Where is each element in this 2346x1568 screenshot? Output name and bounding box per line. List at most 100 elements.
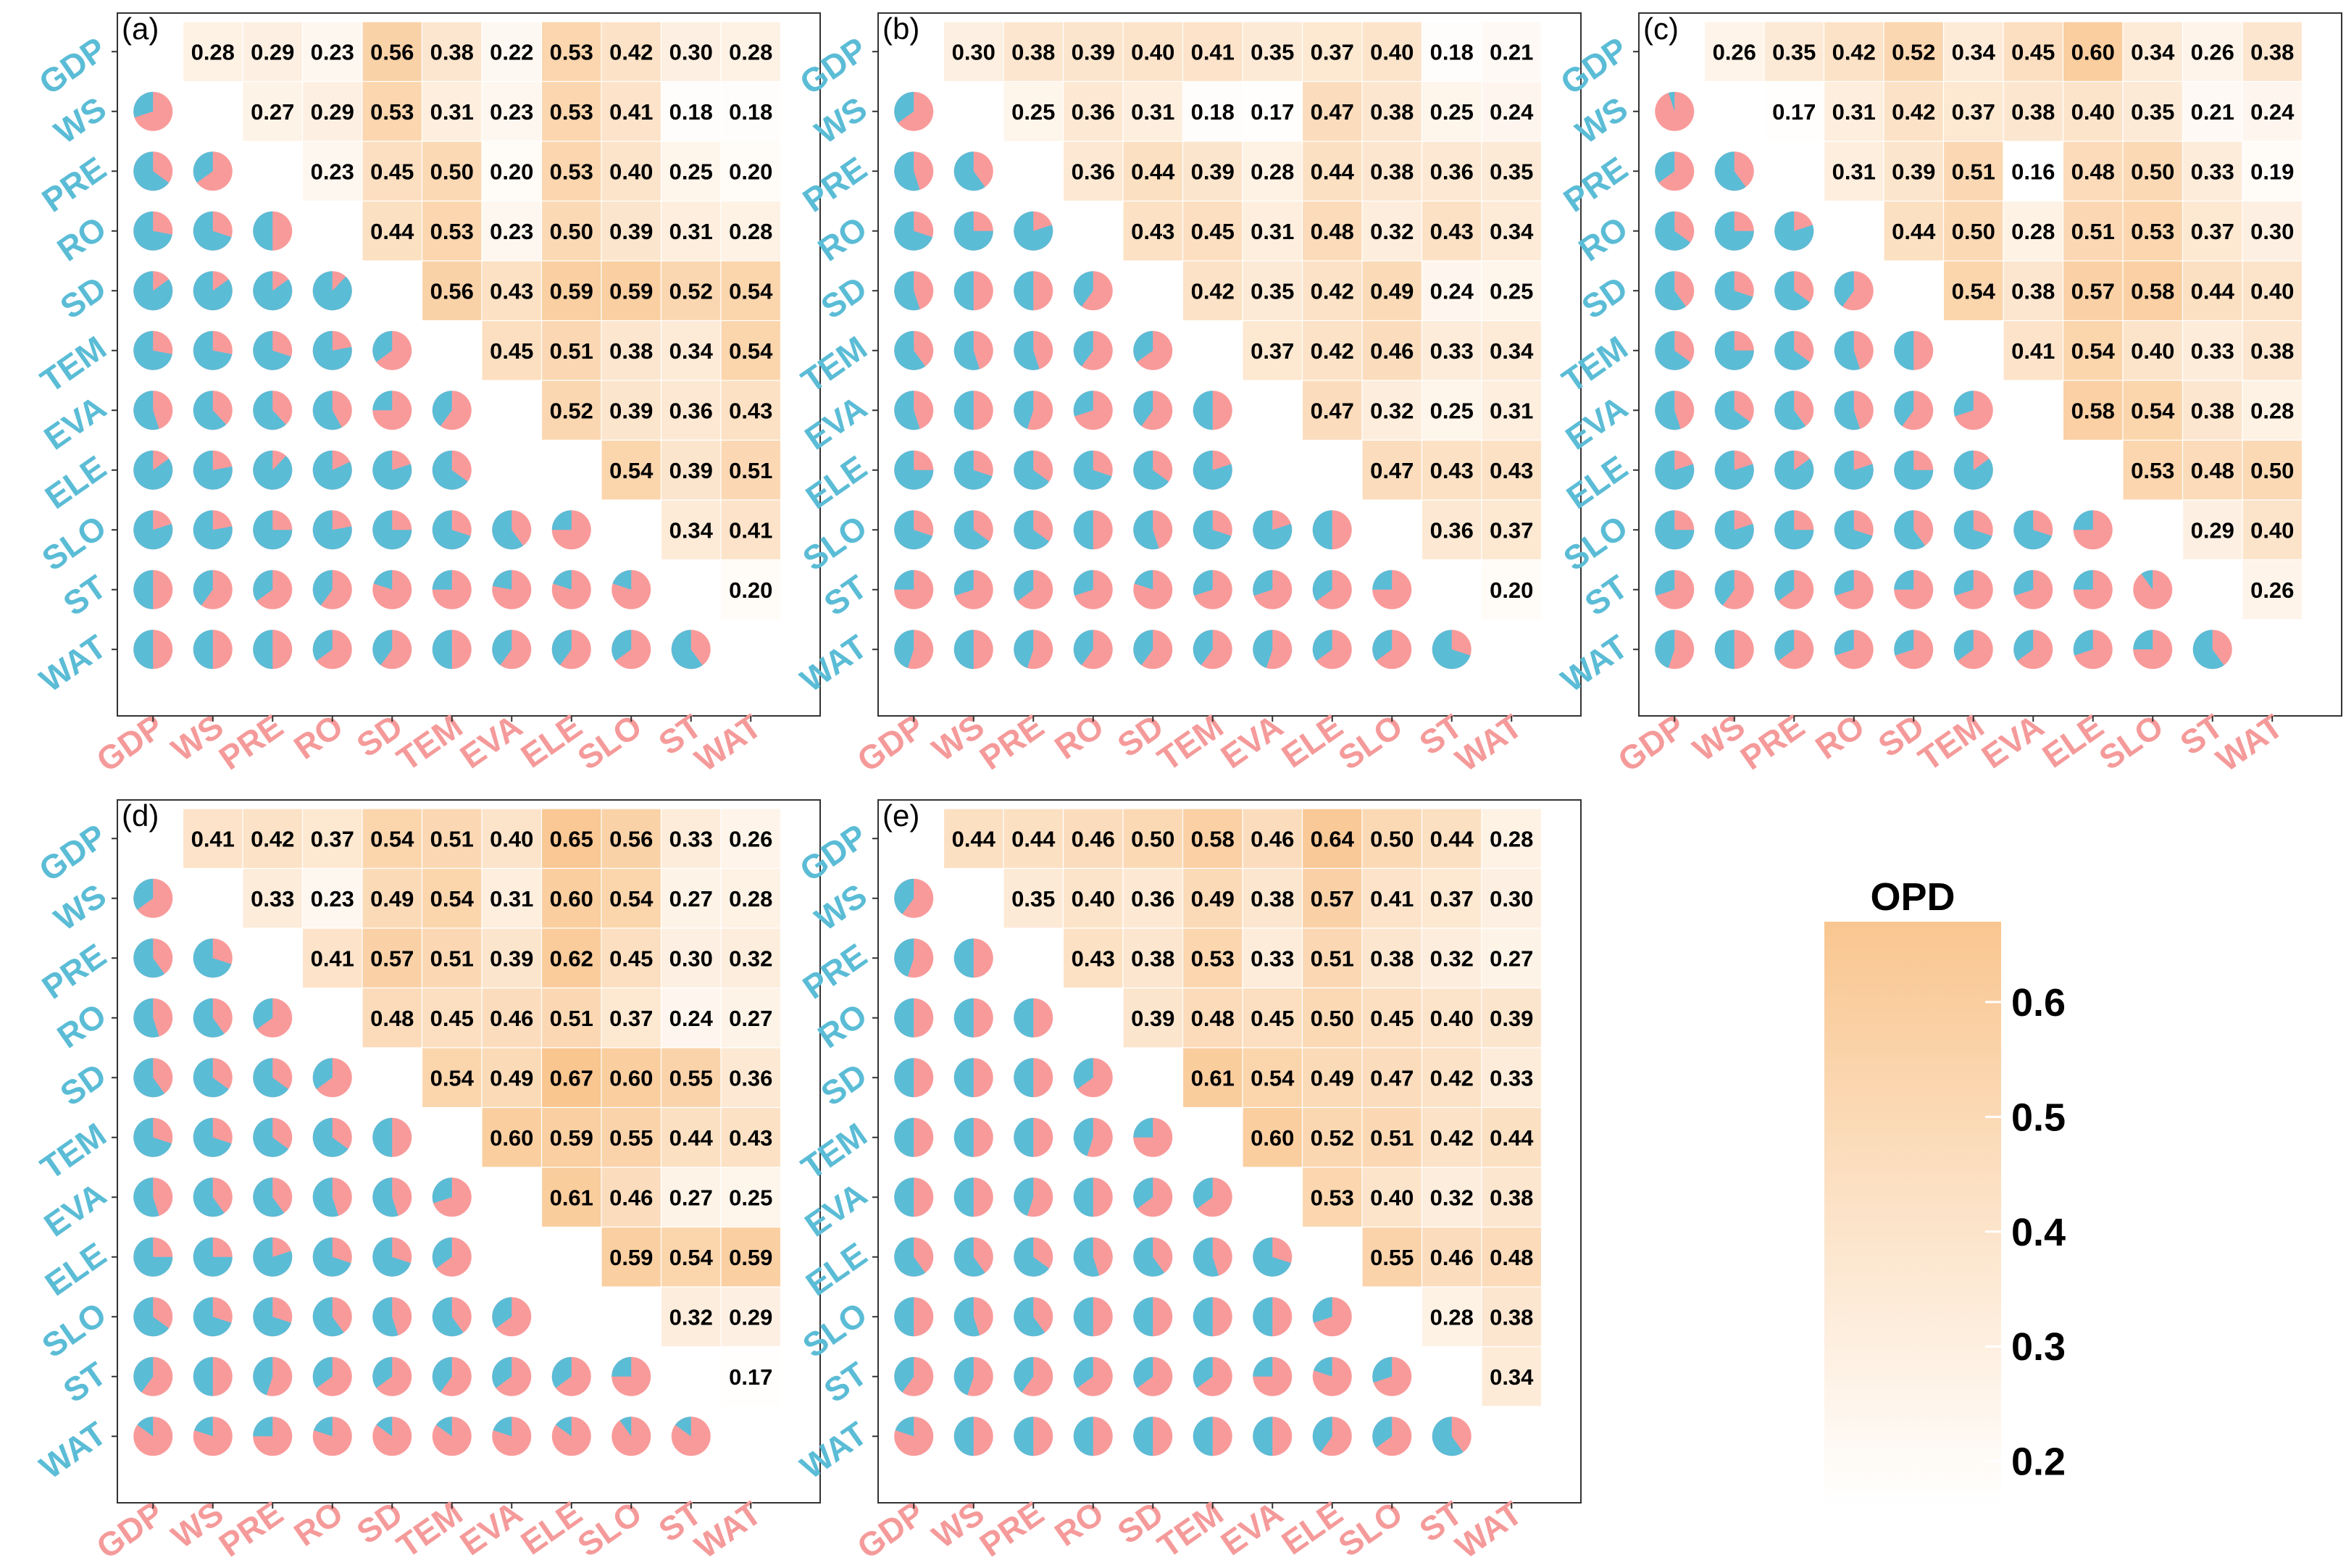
pie-chart (953, 630, 993, 670)
opd-value-label: 0.48 (2191, 458, 2234, 483)
pie-slice-blue (1312, 510, 1332, 550)
opd-value-label: 0.23 (311, 39, 354, 64)
pie-slice-blue (1133, 1356, 1153, 1388)
heat-tile (720, 499, 782, 561)
heat-tile (2182, 260, 2243, 322)
opd-value-label: 0.44 (2191, 278, 2235, 304)
pie-slice-blue (2073, 630, 2093, 656)
pie-slice-blue (133, 570, 154, 609)
opd-value-label: 0.23 (490, 99, 533, 125)
heat-tile (2062, 141, 2124, 202)
pie-slice-blue (253, 998, 273, 1030)
pie-slice-blue (373, 570, 393, 590)
pie-slice-blue (953, 1058, 974, 1098)
opd-value-label: 0.34 (669, 517, 714, 543)
pie-slice-blue (894, 630, 914, 668)
opd-value-label: 0.30 (2250, 219, 2294, 244)
opd-value-label: 0.51 (2071, 219, 2115, 244)
opd-value-label: 0.38 (1370, 99, 1414, 125)
opd-value-label: 0.48 (2071, 159, 2115, 184)
pie-slice-blue (1014, 630, 1034, 668)
pie-chart (1253, 1237, 1293, 1277)
pie-chart (312, 1177, 352, 1217)
pie-chart (894, 391, 934, 430)
pie-chart (1014, 271, 1053, 311)
heat-tile (2242, 141, 2303, 202)
pie-slice-blue (133, 1058, 165, 1098)
pie-chart (312, 391, 352, 430)
pie-slice-blue (612, 570, 632, 590)
opd-value-label: 0.26 (729, 826, 772, 851)
pie-chart (193, 271, 233, 311)
opd-value-label: 0.45 (2011, 39, 2055, 64)
pie-chart (1953, 510, 1993, 550)
pie-chart (1133, 1297, 1173, 1337)
opd-value-label: 0.16 (2011, 159, 2055, 184)
pie-chart (953, 1177, 993, 1217)
heat-tile (1481, 200, 1543, 262)
heat-tile (660, 141, 722, 202)
heat-tile (601, 1167, 662, 1228)
opd-value-label: 0.24 (1490, 99, 1534, 125)
pie-chart (133, 91, 173, 131)
heat-tile (2003, 80, 2064, 142)
opd-value-label: 0.40 (1072, 886, 1115, 912)
heat-tile (481, 80, 543, 142)
pie-slice-blue (675, 1417, 691, 1437)
opd-value-label: 0.51 (550, 1006, 593, 1031)
heat-tile (1301, 260, 1363, 322)
pie-slice-blue (1134, 570, 1153, 590)
opd-value-label: 0.57 (370, 946, 414, 971)
pie-slice-blue (372, 1297, 398, 1337)
pie-chart (1834, 391, 1874, 430)
opd-value-label: 0.52 (1892, 39, 1935, 64)
opd-value-label: 0.50 (1311, 1006, 1354, 1031)
pie-slice-blue (1133, 1117, 1153, 1138)
pie-chart (953, 450, 993, 490)
pie-slice-blue (253, 510, 293, 550)
heat-tile (1421, 927, 1482, 989)
opd-value-label: 0.38 (2011, 99, 2055, 125)
heat-tile (1301, 80, 1363, 142)
pie-slice-blue (193, 330, 233, 370)
pie-slice-blue (312, 1117, 348, 1157)
pie-slice-blue (312, 630, 333, 662)
heat-tile (1062, 808, 1124, 870)
pie-chart (372, 1356, 412, 1396)
opd-value-label: 0.35 (1772, 39, 1816, 64)
pie-slice-blue (253, 1117, 289, 1157)
pie-chart (1953, 450, 1993, 490)
heat-tile (660, 808, 722, 870)
pie-chart (1073, 1177, 1113, 1217)
pie-chart (1073, 1356, 1113, 1396)
row-axis-label: RO (50, 996, 112, 1055)
heat-tile (540, 867, 602, 929)
heat-tile (1421, 1226, 1482, 1288)
pie-chart (1774, 630, 1814, 670)
pie-slice-blue (1714, 211, 1754, 251)
pie-chart (1834, 570, 1874, 609)
heat-tile (421, 808, 483, 870)
pie-chart (1193, 450, 1232, 490)
heat-tile (601, 439, 662, 501)
opd-value-label: 0.56 (370, 39, 414, 64)
pie-chart (193, 510, 233, 550)
heat-tile (1182, 867, 1243, 929)
heat-tile (720, 1226, 782, 1288)
pie-slice-blue (895, 1417, 914, 1437)
pie-chart (1655, 630, 1695, 670)
pie-chart (372, 391, 412, 430)
pie-slice-blue (432, 1297, 464, 1337)
pie-slice-blue (372, 510, 412, 550)
pie-chart (1894, 510, 1934, 550)
heat-tile (2242, 200, 2303, 262)
legend-title: OPD (1870, 875, 1955, 919)
opd-value-label: 0.43 (1490, 458, 1533, 483)
heat-tile (540, 21, 602, 83)
opd-value-label: 0.38 (430, 39, 474, 64)
heat-tile (2122, 260, 2184, 322)
row-axis-label: SD (54, 1056, 113, 1113)
pie-chart (1014, 391, 1053, 430)
pie-chart (1774, 510, 1814, 550)
pie-chart (894, 630, 934, 670)
